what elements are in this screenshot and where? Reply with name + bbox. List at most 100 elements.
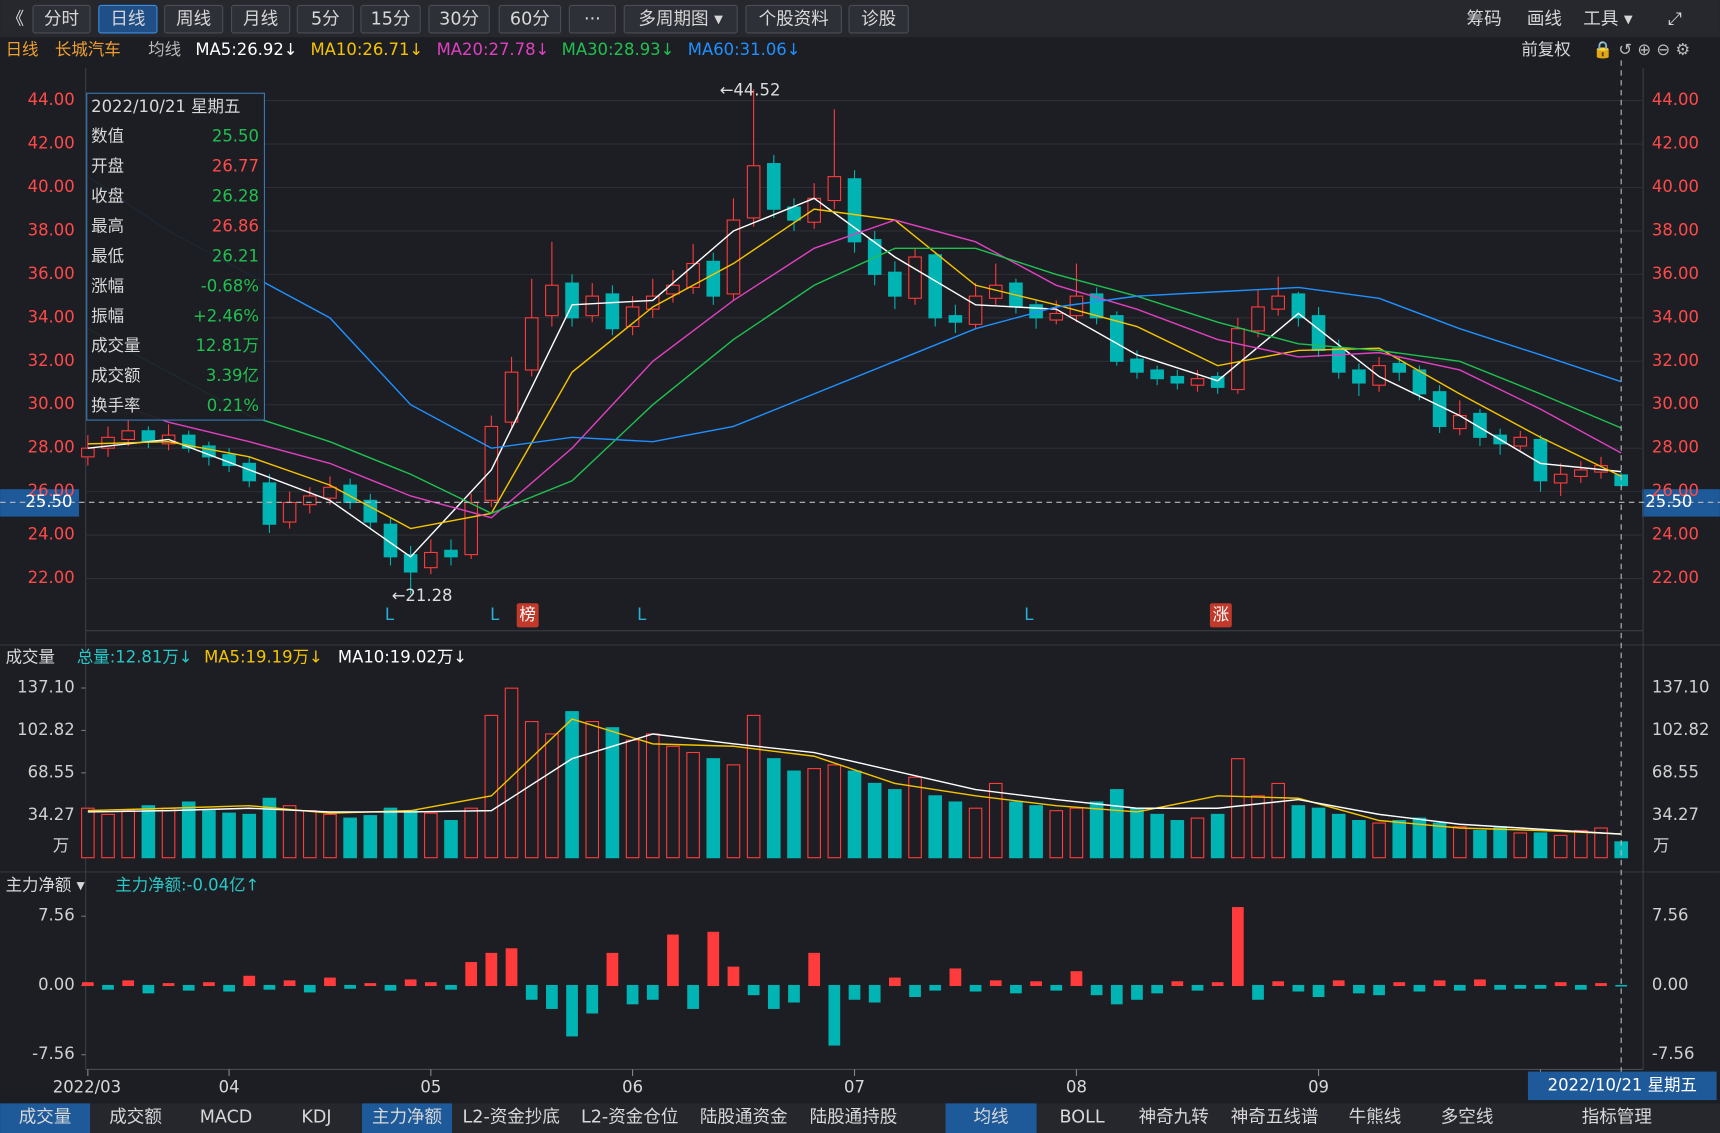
toolbar-button-label[interactable]: 30分 xyxy=(439,10,479,30)
toolbar-button[interactable] xyxy=(498,4,562,34)
tab[interactable]: KDJ xyxy=(301,1108,331,1128)
toolbar-button[interactable] xyxy=(230,4,291,34)
toolbar-right-item[interactable]: ⤢ xyxy=(1668,10,1683,30)
y-tick-label: 32.00 xyxy=(1652,351,1699,370)
y-tick-label: 38.00 xyxy=(1652,220,1699,239)
tab-active[interactable] xyxy=(362,1103,452,1133)
tab[interactable]: 成交额 xyxy=(109,1108,162,1128)
toolbar-button-label[interactable]: 诊股 xyxy=(861,10,896,30)
bar xyxy=(767,984,780,1009)
toolbar-button-label[interactable]: 个股资料 xyxy=(759,10,829,30)
bar xyxy=(1574,829,1588,859)
tooltip-label: 成交额 xyxy=(91,366,140,385)
ma-line xyxy=(87,208,1622,530)
toolbar-right-item[interactable]: 画线 xyxy=(1527,10,1562,30)
low-annotation: ←21.28 xyxy=(392,586,453,605)
toolbar-button-label[interactable]: ··· xyxy=(584,10,601,30)
bar xyxy=(968,807,983,859)
tooltip-label: 成交量 xyxy=(91,336,140,355)
candle-body xyxy=(1473,412,1487,438)
candle-body xyxy=(1392,362,1407,373)
bar xyxy=(101,813,115,859)
bar xyxy=(424,812,438,859)
bar xyxy=(1553,834,1568,859)
ma-line xyxy=(87,197,1622,558)
tab[interactable]: 指标管理 xyxy=(1582,1108,1652,1128)
tab[interactable]: 均线 xyxy=(974,1108,1009,1128)
toolbar-icons[interactable]: 🔒 ↺ ⊕ ⊖ ⚙ xyxy=(1593,40,1690,59)
bar xyxy=(242,813,257,859)
toolbar-button[interactable] xyxy=(296,4,354,34)
toolbar-button[interactable] xyxy=(568,4,616,34)
candle-body xyxy=(504,371,519,423)
y-tick-label: 26.00 xyxy=(1652,481,1699,500)
bar xyxy=(928,795,943,859)
toolbar-button-label[interactable]: 《 xyxy=(7,10,25,30)
tooltip-label: 涨幅 xyxy=(91,276,124,295)
stock-name: 长城汽车 xyxy=(55,40,121,59)
candle-body xyxy=(1150,369,1164,380)
toolbar-button[interactable] xyxy=(164,4,224,34)
toolbar-button-label[interactable]: 15分 xyxy=(371,10,411,30)
tab[interactable]: 牛熊线 xyxy=(1349,1108,1402,1128)
toolbar-button-label[interactable]: 多周期图 ▾ xyxy=(638,10,723,30)
tab[interactable]: MACD xyxy=(200,1108,253,1128)
bar xyxy=(586,984,599,1014)
toolbar-button[interactable] xyxy=(98,4,158,34)
ma-line xyxy=(87,247,1622,515)
candle-body xyxy=(1210,375,1225,388)
tab[interactable]: 主力净额 xyxy=(372,1108,443,1128)
tab[interactable]: L2-资金仓位 xyxy=(581,1108,678,1128)
price-adjust[interactable]: 前复权 xyxy=(1521,40,1570,59)
bar xyxy=(1473,829,1487,859)
candle-body xyxy=(1089,293,1104,319)
toolbar-button-label[interactable]: 60分 xyxy=(510,10,550,30)
tab-active[interactable] xyxy=(945,1103,1037,1133)
y-tick-label: 30.00 xyxy=(1652,394,1699,413)
toolbar-button[interactable] xyxy=(360,4,421,34)
bar xyxy=(1130,807,1144,859)
y-tick-label: 30.00 xyxy=(28,394,75,413)
bar xyxy=(746,714,761,859)
tab[interactable]: BOLL xyxy=(1060,1108,1105,1128)
bar xyxy=(1513,832,1528,859)
toolbar-button-label[interactable]: 月线 xyxy=(243,10,278,30)
bar xyxy=(364,983,377,987)
bar xyxy=(727,966,740,987)
candle-body xyxy=(141,430,156,443)
bar xyxy=(566,984,578,1037)
bar xyxy=(445,984,457,990)
toolbar-button[interactable] xyxy=(428,4,490,34)
bar xyxy=(626,984,639,1005)
candle-body xyxy=(323,486,337,499)
tab-active[interactable] xyxy=(0,1103,91,1133)
candle-body xyxy=(605,293,620,330)
bar xyxy=(363,815,378,859)
toolbar-button[interactable] xyxy=(745,4,842,34)
event-marker: L xyxy=(385,605,395,624)
tab[interactable]: 陆股通持股 xyxy=(810,1108,898,1128)
tooltip-label: 收盘 xyxy=(91,186,124,205)
bar xyxy=(1271,782,1286,859)
tab[interactable]: L2-资金抄底 xyxy=(463,1108,560,1128)
toolbar-button-label[interactable]: 5分 xyxy=(311,10,340,30)
flow-title: 主力净额 ▾ xyxy=(6,876,86,895)
toolbar-button-label[interactable]: 周线 xyxy=(176,10,211,30)
toolbar-button[interactable] xyxy=(32,4,91,34)
tab[interactable]: 神奇九转 xyxy=(1139,1108,1209,1128)
toolbar-button[interactable] xyxy=(848,4,909,34)
toolbar-right-item[interactable]: 工具 ▾ xyxy=(1583,10,1633,30)
toolbar-button[interactable] xyxy=(623,4,738,34)
toolbar-button-label[interactable]: 日线 xyxy=(110,10,145,30)
toolbar-right-item[interactable]: 筹码 xyxy=(1467,10,1502,30)
bar xyxy=(1595,983,1607,987)
bar xyxy=(485,952,498,987)
tab[interactable]: 陆股通资金 xyxy=(700,1108,788,1128)
tab[interactable]: 成交量 xyxy=(19,1108,72,1128)
y-tick-label: 7.56 xyxy=(38,906,75,925)
candle-body xyxy=(424,551,438,569)
tab[interactable]: 多空线 xyxy=(1441,1108,1494,1128)
toolbar-button-label[interactable]: 分时 xyxy=(44,10,79,30)
tab[interactable]: 神奇五线谱 xyxy=(1231,1108,1319,1128)
bar xyxy=(282,805,297,859)
